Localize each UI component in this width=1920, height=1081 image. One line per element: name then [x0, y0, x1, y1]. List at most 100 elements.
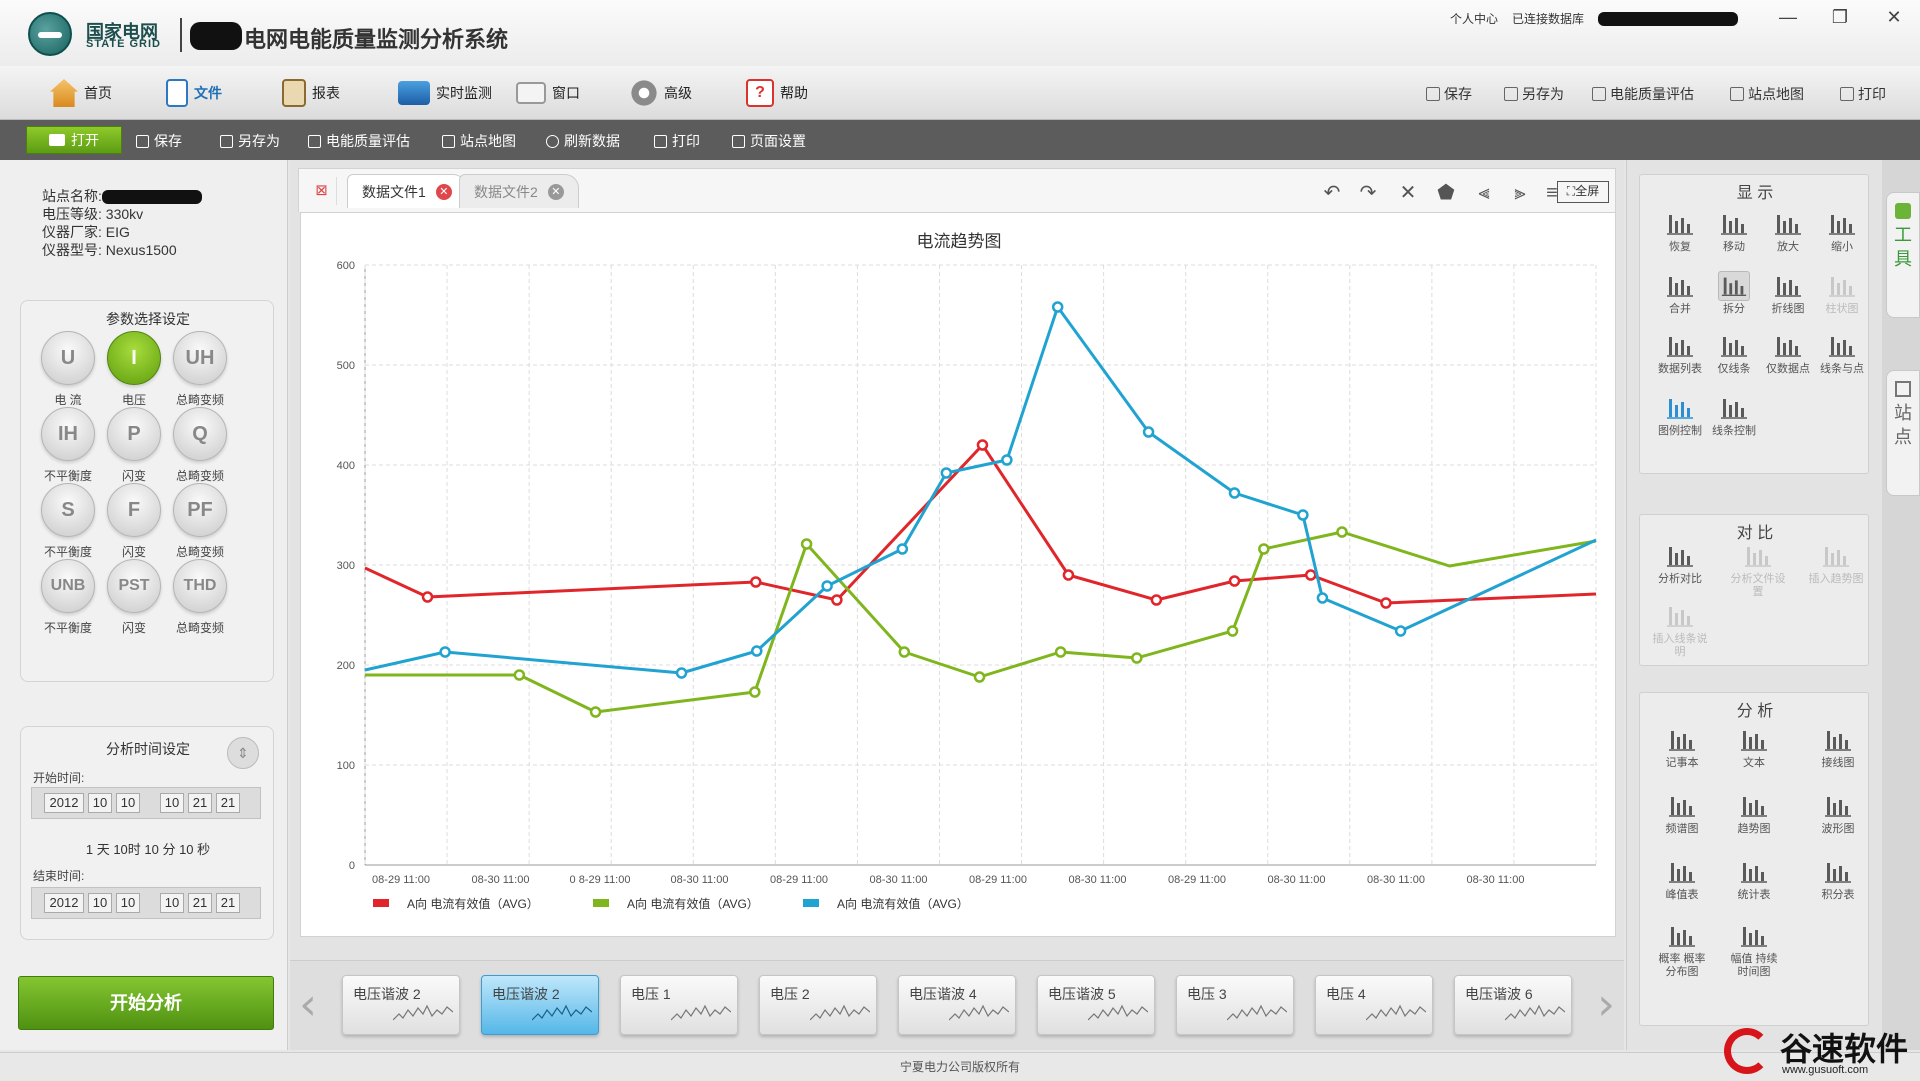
align-left-icon[interactable]: ⫷	[1478, 182, 1490, 204]
thumbnail-card[interactable]: 电压谐波 2	[342, 975, 460, 1035]
param-button-thd[interactable]: THD	[173, 559, 227, 613]
start-day-field[interactable]: 10	[116, 793, 140, 813]
tool-merge[interactable]: 合并	[1652, 271, 1708, 327]
menu-print[interactable]: 打印	[1840, 84, 1886, 104]
param-button-i[interactable]: I	[107, 331, 161, 385]
tool-move[interactable]: 移动	[1706, 209, 1762, 265]
tool-integral-table[interactable]: 积分表	[1810, 857, 1866, 913]
toolbar-quality-eval-button[interactable]: 电能质量评估	[308, 128, 410, 154]
tool-amplitude-duration[interactable]: 幅值 持续时间图	[1726, 921, 1782, 978]
align-center-icon[interactable]: ≡	[1546, 182, 1558, 204]
end-day-field[interactable]: 10	[116, 893, 140, 913]
menu-advanced[interactable]: 高级	[630, 74, 692, 112]
param-button-p[interactable]: P	[107, 407, 161, 461]
tool-points-only[interactable]: 仅数据点	[1760, 331, 1816, 387]
thumbnail-next-arrow[interactable]: ›	[1597, 979, 1615, 1030]
start-analysis-button[interactable]: 开始分析	[18, 976, 274, 1030]
thumbnail-card[interactable]: 电压 1	[620, 975, 738, 1035]
menu-file[interactable]: 文件	[166, 74, 222, 112]
toolbar-page-setup-button[interactable]: 页面设置	[732, 128, 806, 154]
param-button-ih[interactable]: IH	[41, 407, 95, 461]
thumbnail-card[interactable]: 电压谐波 5	[1037, 975, 1155, 1035]
thumbnail-card[interactable]: 电压 3	[1176, 975, 1294, 1035]
open-button[interactable]: 打开	[26, 126, 122, 154]
toolbar-print-button[interactable]: 打印	[654, 128, 700, 154]
menu-report[interactable]: 报表	[282, 74, 340, 112]
end-minute-field[interactable]: 21	[188, 893, 212, 913]
tab-close-icon[interactable]: ✕	[547, 183, 564, 200]
user-center-link[interactable]: 个人中心	[1450, 12, 1499, 26]
side-tab-tools[interactable]: 工具	[1886, 192, 1920, 318]
tool-waveform[interactable]: 波形图	[1810, 791, 1866, 847]
end-time-input[interactable]: 2012 10 10 10 21 21	[31, 887, 261, 919]
thumbnail-card[interactable]: 电压 2	[759, 975, 877, 1035]
delete-icon[interactable]: ✕	[1399, 182, 1417, 204]
close-all-tabs-icon[interactable]: ⊠	[307, 177, 337, 205]
tab-close-icon[interactable]: ✕	[435, 183, 452, 200]
thumbnail-prev-arrow[interactable]: ‹	[299, 979, 317, 1030]
menu-site-map[interactable]: 站点地图	[1730, 84, 1804, 104]
menu-window[interactable]: 窗口	[516, 74, 580, 112]
tool-peak-table[interactable]: 峰值表	[1654, 857, 1710, 913]
tool-split[interactable]: 拆分	[1706, 271, 1762, 327]
tab-data-file-2[interactable]: 数据文件2 ✕	[459, 174, 579, 208]
align-right-icon[interactable]: ⫸	[1514, 182, 1526, 204]
redo-icon[interactable]: ↷	[1359, 182, 1377, 204]
undo-icon[interactable]: ↶	[1323, 182, 1341, 204]
tool-data-list[interactable]: 数据列表	[1652, 331, 1708, 387]
param-button-pf[interactable]: PF	[173, 483, 227, 537]
tab-data-file-1[interactable]: 数据文件1 ✕	[347, 174, 467, 208]
thumbnail-card[interactable]: 电压谐波 2	[481, 975, 599, 1035]
toolbar-site-map-button[interactable]: 站点地图	[442, 128, 516, 154]
tool-line-only[interactable]: 仅线条	[1706, 331, 1762, 387]
tool-spectrum[interactable]: 频谱图	[1654, 791, 1710, 847]
thumbnail-card[interactable]: 电压 4	[1315, 975, 1433, 1035]
side-tab-station[interactable]: 站点	[1886, 370, 1920, 496]
toolbar-save-button[interactable]: 保存	[136, 128, 182, 154]
tool-legend-control[interactable]: 图例控制	[1652, 393, 1708, 449]
tool-trend[interactable]: 趋势图	[1726, 791, 1782, 847]
fullscreen-button[interactable]: ⛶全屏	[1557, 181, 1609, 203]
time-toggle-button[interactable]: ⇕	[227, 737, 259, 769]
menu-save[interactable]: 保存	[1426, 84, 1472, 104]
current-trend-chart[interactable]: 0 100 200 300 400 500 600 08-29 11:00 08-30 11:0…	[301, 213, 1617, 938]
param-button-q[interactable]: Q	[173, 407, 227, 461]
end-month-field[interactable]: 10	[88, 893, 112, 913]
end-second-field[interactable]: 21	[216, 893, 240, 913]
start-hour-field[interactable]: 10	[160, 793, 184, 813]
end-year-field[interactable]: 2012	[44, 893, 84, 913]
param-button-s[interactable]: S	[41, 483, 95, 537]
tool-stats-table[interactable]: 统计表	[1726, 857, 1782, 913]
tool-notepad[interactable]: 记事本	[1654, 725, 1710, 781]
param-button-unb[interactable]: UNB	[41, 559, 95, 613]
menu-home[interactable]: 首页	[50, 74, 112, 112]
toolbar-refresh-button[interactable]: 刷新数据	[546, 128, 620, 154]
tool-line-chart[interactable]: 折线图	[1760, 271, 1816, 327]
thumbnail-card[interactable]: 电压谐波 4	[898, 975, 1016, 1035]
tool-reset[interactable]: 恢复	[1652, 209, 1708, 265]
start-second-field[interactable]: 21	[216, 793, 240, 813]
tool-zoom-out[interactable]: 缩小	[1814, 209, 1870, 265]
start-minute-field[interactable]: 21	[188, 793, 212, 813]
toolbar-save-as-button[interactable]: 另存为	[220, 128, 280, 154]
tool-wiring[interactable]: 接线图	[1810, 725, 1866, 781]
param-button-pst[interactable]: PST	[107, 559, 161, 613]
close-button[interactable]: ✕	[1886, 7, 1902, 27]
tool-probability[interactable]: 概率 概率分布图	[1654, 921, 1710, 978]
menu-help[interactable]: ? 帮助	[746, 74, 808, 112]
restore-button[interactable]: ❐	[1831, 7, 1849, 27]
tool-text[interactable]: 文本	[1726, 725, 1782, 781]
tool-insert-trend[interactable]: 插入趋势图	[1808, 541, 1864, 597]
tool-file-settings[interactable]: 分析文件设置	[1730, 541, 1786, 598]
start-month-field[interactable]: 10	[88, 793, 112, 813]
tool-line-control[interactable]: 线条控制	[1706, 393, 1762, 449]
menu-realtime-monitor[interactable]: 实时监测	[398, 74, 492, 112]
menu-save-as[interactable]: 另存为	[1504, 84, 1564, 104]
tool-line-points[interactable]: 线条与点	[1814, 331, 1870, 387]
tag-icon[interactable]: ⬟	[1437, 182, 1455, 204]
menu-quality-eval[interactable]: 电能质量评估	[1592, 84, 1694, 104]
tool-zoom-in[interactable]: 放大	[1760, 209, 1816, 265]
thumbnail-card[interactable]: 电压谐波 6	[1454, 975, 1572, 1035]
start-time-input[interactable]: 2012 10 10 10 21 21	[31, 787, 261, 819]
tool-compare[interactable]: 分析对比	[1652, 541, 1708, 597]
